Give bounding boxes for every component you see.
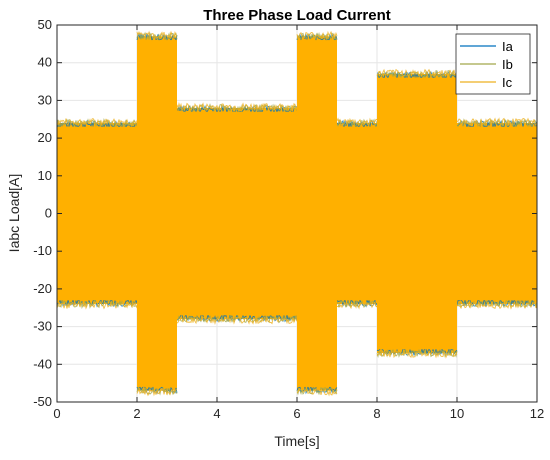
- y-tick-label: -10: [33, 243, 52, 258]
- legend: Ia Ib Ic: [455, 33, 531, 95]
- series-line-Ic: [176, 102, 298, 112]
- series-line-Ic: [56, 118, 138, 127]
- x-tick-label: 6: [293, 406, 300, 421]
- current-envelope-body: [177, 111, 297, 316]
- series-line-Ic: [136, 30, 178, 41]
- series-line-Ic: [376, 349, 458, 359]
- chart-title: Three Phase Load Current: [203, 7, 391, 24]
- series-line-Ib: [376, 69, 458, 79]
- current-envelope-body: [137, 40, 177, 387]
- x-tick-label: 4: [213, 406, 220, 421]
- series-line-Ic: [296, 30, 338, 40]
- series-line-Ic: [296, 387, 338, 397]
- series-line-Ia: [336, 298, 378, 308]
- y-axis-label: Iabc Load[A]: [6, 174, 22, 253]
- series-line-Ib: [456, 118, 538, 128]
- series-line-Ic: [176, 315, 298, 326]
- series-line-Ic: [456, 117, 538, 127]
- legend-label-Ic: Ic: [502, 75, 513, 90]
- axes: 0 2 4 6 8 10 12 -50 -40 -30 -20 -10 0 10 20 30 40 50: [33, 17, 544, 421]
- y-tick-label: 20: [38, 130, 52, 145]
- y-tick-label: 0: [45, 206, 52, 221]
- y-tick-label: 30: [38, 92, 52, 107]
- x-tick-label: 0: [53, 406, 60, 421]
- x-tick-label: 10: [450, 406, 464, 421]
- series-line-Ib: [296, 32, 338, 41]
- x-tick-label: 8: [373, 406, 380, 421]
- x-tick-label: 12: [530, 406, 544, 421]
- series-line-Ic: [456, 300, 538, 310]
- y-tick-label: -50: [33, 394, 52, 409]
- y-tick-label: -20: [33, 281, 52, 296]
- x-tick-label: 2: [133, 406, 140, 421]
- series-line-Ib: [176, 103, 298, 113]
- plot-data: [56, 30, 538, 397]
- series-line-Ic: [336, 117, 378, 127]
- current-envelope-body: [377, 77, 457, 350]
- current-envelope-body: [457, 126, 537, 301]
- legend-label-Ia: Ia: [502, 39, 514, 54]
- y-tick-label: -30: [33, 319, 52, 334]
- series-line-Ic: [136, 386, 178, 397]
- current-envelope-body: [337, 126, 377, 301]
- series-line-Ic: [56, 300, 138, 310]
- y-tick-label: -40: [33, 356, 52, 371]
- current-envelope-body: [297, 40, 337, 387]
- series-line-Ib: [296, 386, 338, 396]
- y-tick-label: 10: [38, 168, 52, 183]
- current-envelope-body: [57, 126, 137, 301]
- x-axis-label: Time[s]: [274, 433, 319, 449]
- series-line-Ic: [336, 300, 378, 310]
- series-line-Ic: [376, 68, 458, 78]
- y-tick-label: 40: [38, 55, 52, 70]
- legend-label-Ib: Ib: [502, 57, 513, 72]
- series-line-Ib: [136, 31, 178, 41]
- y-tick-label: 50: [38, 17, 52, 32]
